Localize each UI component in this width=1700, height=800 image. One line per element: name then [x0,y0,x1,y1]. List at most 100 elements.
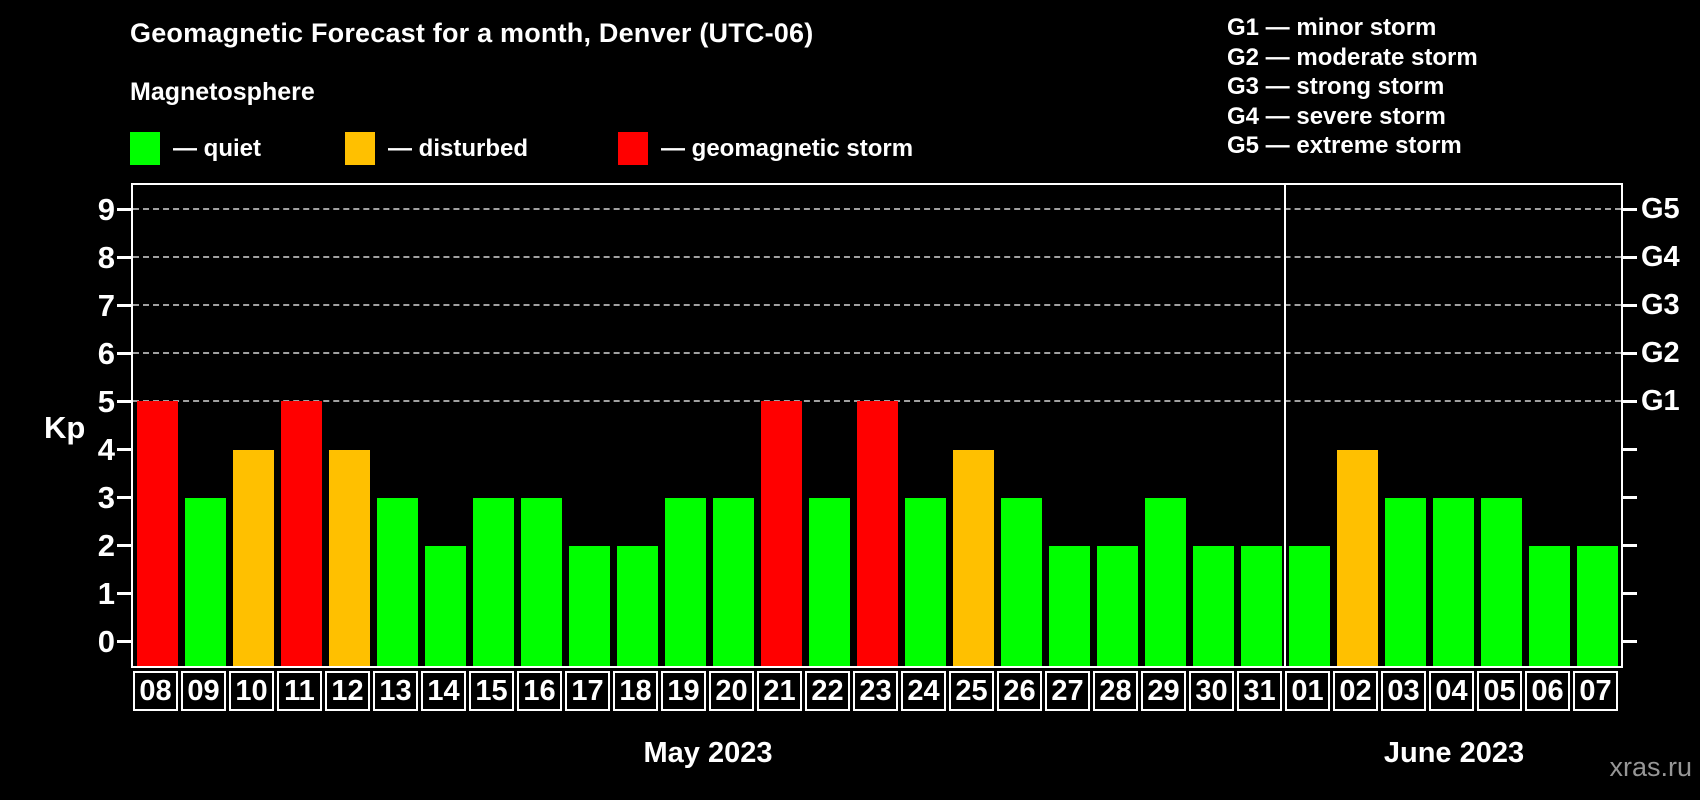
day-label-26: 26 [997,671,1042,711]
g-axis-label-G3: G3 [1641,288,1680,321]
kp-bar-day-18 [616,545,658,666]
magnetosphere-label: Magnetosphere [130,78,315,106]
day-label-18: 18 [613,671,658,711]
kp-bar-day-08 [136,401,178,666]
kp-bar-day-27 [1048,545,1090,666]
day-label-05: 05 [1477,671,1522,711]
day-label-15: 15 [469,671,514,711]
plot-area: 0 1 2 3 4 5 6 7 8 9 G1 G2 G3 G4 G5 [98,185,1680,666]
right-tick-4 [1623,448,1637,452]
day-label-07: 07 [1573,671,1618,711]
left-tick-5 [117,399,131,403]
g-scale-legend: G1 — minor storm G2 — moderate storm G3 — … [1227,13,1478,161]
day-label-24: 24 [901,671,946,711]
plot-frame [131,183,1623,668]
kp-bar-day-01 [1288,545,1330,666]
day-label-23: 23 [853,671,898,711]
day-label-21: 21 [757,671,802,711]
left-tick-4 [117,448,131,452]
kp-bar-day-04 [1432,497,1474,666]
left-tick-3 [117,496,131,500]
g-axis-label-G1: G1 [1641,384,1680,417]
legend-item-disturbed: — disturbed [345,132,528,165]
kp-bar-day-20 [712,497,754,666]
left-tick-6 [117,351,131,355]
kp-bar-day-12 [328,449,370,666]
right-tick-3 [1623,496,1637,500]
y-tick-label-0: 0 [97,624,115,660]
gridline-kp-5 [133,400,1621,403]
day-label-16: 16 [517,671,562,711]
legend-label-storm: — geomagnetic storm [661,134,914,162]
kp-bar-day-14 [424,545,466,666]
kp-bar-day-30 [1192,545,1234,666]
right-tick-2 [1623,544,1637,548]
day-label-06: 06 [1525,671,1570,711]
day-label-28: 28 [1093,671,1138,711]
day-label-09: 09 [181,671,226,711]
y-tick-label-7: 7 [97,287,115,323]
legend-item-storm: — geomagnetic storm [618,132,913,165]
day-label-08: 08 [133,671,178,711]
y-tick-label-6: 6 [97,335,115,371]
kp-bar-day-23 [856,401,898,666]
y-tick-label-3: 3 [97,480,115,516]
kp-bar-day-26 [1000,497,1042,666]
g-axis-label-G5: G5 [1641,192,1680,225]
day-label-12: 12 [325,671,370,711]
right-tick-6 [1623,351,1637,355]
y-tick-label-1: 1 [97,576,115,612]
kp-bar-day-16 [520,497,562,666]
kp-bar-day-24 [904,497,946,666]
kp-bar-day-11 [280,401,322,666]
x-axis-day-labels: 08 09 10 11 12 13 14 15 16 17 18 19 20 21 22 23 24 25 26 27… [133,671,1621,713]
day-label-14: 14 [421,671,466,711]
kp-bar-day-09 [184,497,226,666]
gridline-kp-8 [133,256,1621,259]
day-label-03: 03 [1381,671,1426,711]
kp-bar-day-05 [1480,497,1522,666]
kp-bar-day-21 [760,401,802,666]
kp-bar-day-29 [1144,497,1186,666]
disturbed-color-swatch [345,132,375,165]
legend-label-quiet: — quiet [173,134,261,162]
day-label-30: 30 [1189,671,1234,711]
g-scale-line: G4 — severe storm [1227,102,1446,130]
kp-bar-day-02 [1336,449,1378,666]
day-label-25: 25 [949,671,994,711]
g-scale-line: G5 — extreme storm [1227,132,1462,159]
day-label-17: 17 [565,671,610,711]
day-label-22: 22 [805,671,850,711]
kp-bar-day-07 [1576,545,1618,666]
kp-bar-day-13 [376,497,418,666]
legend-label-disturbed: — disturbed [388,134,529,162]
month-divider-line [1284,185,1286,666]
watermark: xras.ru [1609,752,1692,782]
kp-bar-day-22 [808,497,850,666]
g-scale-line: G2 — moderate storm [1227,43,1478,71]
day-label-11: 11 [277,671,322,711]
left-tick-0 [117,640,131,644]
left-tick-8 [117,255,131,259]
day-label-10: 10 [229,671,274,711]
day-label-20: 20 [709,671,754,711]
day-label-31: 31 [1237,671,1282,711]
day-label-01: 01 [1285,671,1330,711]
right-tick-7 [1623,303,1637,307]
day-label-29: 29 [1141,671,1186,711]
left-tick-7 [117,303,131,307]
y-tick-label-9: 9 [97,191,115,227]
kp-bar-day-19 [664,497,706,666]
kp-bar-day-28 [1096,545,1138,666]
kp-bar-day-10 [232,449,274,666]
gridline-kp-9 [133,208,1621,211]
left-tick-1 [117,592,131,596]
quiet-color-swatch [130,132,160,165]
g-scale-line: G1 — minor storm [1227,14,1437,41]
gridline-kp-7 [133,304,1621,307]
y-axis-label: Kp [44,410,86,445]
right-tick-9 [1623,207,1637,211]
g-axis-label-G2: G2 [1641,336,1680,369]
right-tick-0 [1623,640,1637,644]
